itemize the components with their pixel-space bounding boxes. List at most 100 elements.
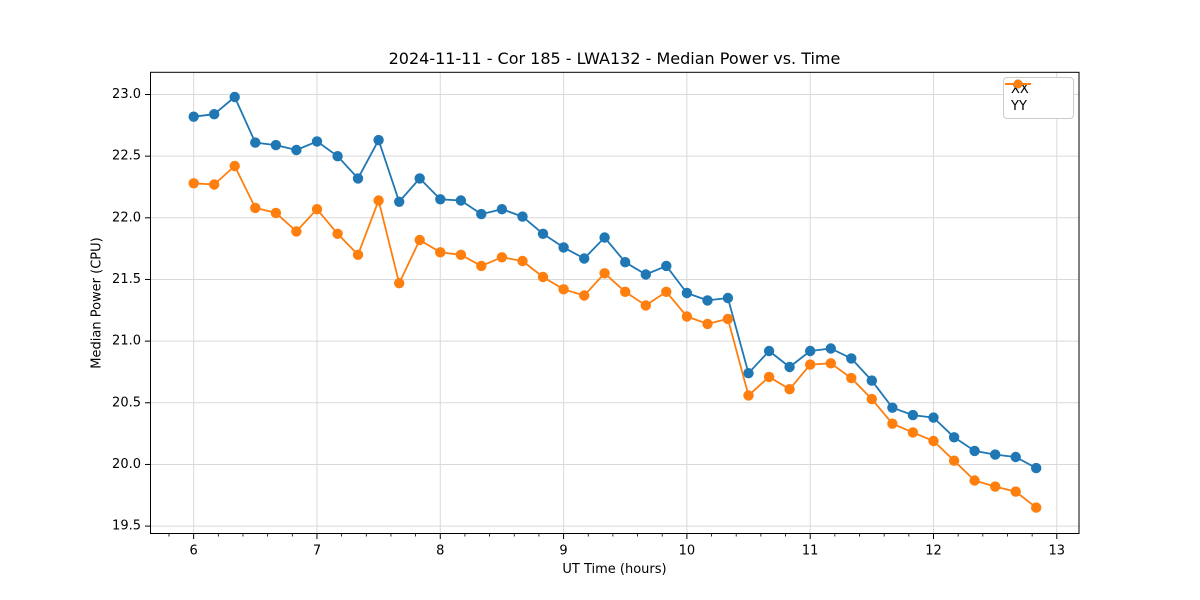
y-axis-label: Median Power (CPU) [89, 237, 105, 369]
series-yy-marker [414, 234, 425, 246]
series-yy-marker [948, 455, 960, 466]
series-yy-marker [620, 286, 631, 297]
series-xx-marker [990, 449, 1001, 460]
series-yy-marker [928, 435, 939, 447]
series-xx-marker [805, 345, 816, 357]
x-tick-label: 10 [679, 544, 696, 559]
series-xx-marker [1010, 451, 1021, 463]
series-xx-marker [250, 137, 261, 148]
y-tick-label: 21.5 [112, 272, 141, 287]
series-yy-marker [496, 252, 508, 263]
series-yy-marker [394, 278, 405, 289]
series-xx-marker [928, 412, 939, 423]
series-yy-marker [702, 318, 713, 330]
series-yy-marker [435, 247, 446, 258]
series-xx-marker [291, 144, 302, 156]
x-axis-label: UT Time (hours) [562, 562, 667, 577]
series-xx-marker [599, 232, 610, 243]
x-tick-label: 13 [1049, 544, 1066, 559]
y-tick-label: 20.0 [112, 457, 141, 472]
series-yy-marker [866, 393, 877, 405]
series-yy-marker [209, 179, 220, 190]
series-xx-marker [722, 292, 734, 304]
series-xx-marker [661, 260, 672, 272]
series-xx-marker [846, 353, 857, 364]
series-yy-marker [907, 427, 919, 438]
series-yy-marker [969, 475, 980, 486]
series-xx-marker [455, 195, 467, 206]
series-xx-marker [229, 91, 240, 103]
series-xx-marker [414, 173, 425, 184]
series-yy-marker [990, 481, 1001, 492]
series-yy-marker [229, 160, 240, 172]
series-yy-marker [373, 195, 384, 206]
y-tick-label: 20.5 [112, 395, 141, 410]
series-yy-marker [681, 311, 693, 322]
series-xx-marker [620, 257, 631, 268]
series-xx-marker [681, 287, 693, 299]
legend: XX YY [1003, 77, 1074, 119]
y-tick-label: 22.5 [112, 149, 141, 164]
series-xx-marker [517, 211, 528, 222]
series-xx-marker [435, 194, 446, 205]
series-yy-marker [476, 260, 487, 272]
series-yy-marker [579, 290, 590, 301]
series-xx-marker [825, 343, 836, 354]
series-yy-marker [558, 284, 569, 295]
series-yy-marker [517, 255, 528, 267]
series-yy-marker [352, 249, 364, 260]
series-yy-marker [1031, 502, 1042, 513]
series-yy-marker [311, 204, 323, 215]
series-yy-marker [188, 178, 199, 189]
series-yy-marker [887, 418, 898, 429]
x-tick-label: 11 [802, 544, 819, 559]
x-tick-label: 6 [190, 544, 198, 559]
series-yy-marker [763, 371, 775, 383]
series-yy-marker [784, 384, 795, 395]
chart-title: 2024-11-11 - Cor 185 - LWA132 - Median P… [388, 49, 841, 68]
series-xx-marker [1031, 462, 1042, 474]
series-yy-marker [599, 268, 610, 279]
y-tick-label: 23.0 [112, 87, 141, 102]
series-yy-marker [332, 228, 343, 239]
series-xx-marker [476, 208, 487, 220]
series-xx-marker [558, 242, 569, 253]
series-yy-line [193, 165, 1037, 509]
series-xx-marker [640, 269, 651, 280]
series-yy-marker [722, 313, 734, 325]
series-yy-marker [661, 286, 672, 297]
series-yy-marker [250, 202, 261, 214]
series-yy-marker [743, 390, 754, 401]
series-yy-marker [846, 372, 857, 384]
x-tick-label: 7 [313, 544, 321, 559]
series-xx-marker [907, 409, 919, 421]
y-tick-label: 21.0 [112, 334, 141, 349]
plot-border [150, 71, 1080, 535]
series-xx-marker [537, 228, 549, 239]
series-yy-marker [291, 226, 302, 237]
series-xx-marker [496, 204, 508, 215]
series-xx-marker [579, 253, 590, 264]
series-xx-marker [332, 151, 343, 162]
y-tick-label: 19.5 [112, 519, 141, 534]
legend-label-yy: YY [1011, 99, 1027, 114]
series-xx-marker [270, 139, 282, 151]
series-yy-marker [805, 359, 816, 370]
series-xx-marker [866, 375, 877, 386]
x-tick-label: 8 [436, 544, 444, 559]
series-xx-marker [352, 173, 364, 184]
series-yy-marker [1010, 486, 1021, 497]
series-xx-marker [209, 109, 220, 120]
legend-entry-yy: YY [1005, 79, 1066, 114]
series-xx-marker [311, 136, 323, 147]
legend-line-sample-yy [1005, 79, 1031, 89]
series-xx-marker [394, 196, 405, 207]
series-yy-marker [825, 358, 836, 369]
series-xx-marker [887, 402, 898, 413]
y-tick-label: 22.0 [112, 210, 141, 225]
series-xx-marker [373, 134, 384, 146]
series-xx-marker [784, 361, 795, 373]
series-yy-marker [640, 300, 651, 311]
